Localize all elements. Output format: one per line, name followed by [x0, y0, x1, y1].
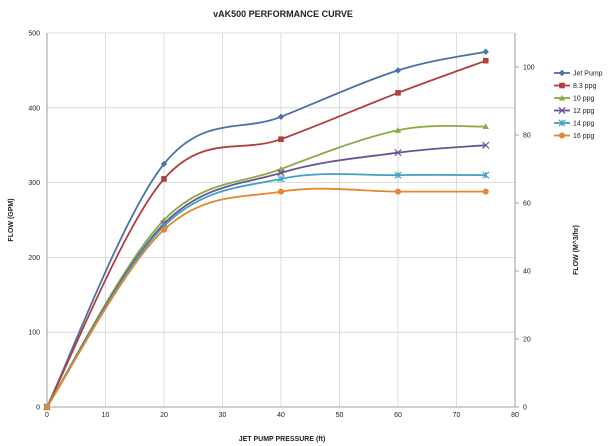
legend-item: 10 ppg	[554, 94, 595, 103]
legend-label: 14 ppg	[573, 121, 595, 128]
series-1	[44, 57, 489, 410]
data-point	[277, 113, 285, 120]
y-axis-label: FLOW (GPM)	[8, 198, 15, 241]
legend: Jet Pump 8.3 ppg 10 ppg 12 ppg 14 ppg 16 ppg	[554, 69, 603, 140]
series-line	[46, 50, 486, 408]
data-point	[482, 171, 490, 179]
legend-item: 12 ppg	[554, 106, 595, 115]
series-2	[43, 123, 489, 410]
series-line	[46, 124, 486, 408]
data-point	[161, 176, 167, 182]
data-point	[161, 226, 167, 233]
data-point	[482, 48, 489, 55]
x-tick-label: 80	[511, 412, 519, 419]
data-point	[558, 69, 566, 77]
data-point	[278, 136, 284, 143]
series-group	[43, 48, 490, 411]
data-point	[558, 119, 566, 127]
grid-lines	[46, 32, 516, 408]
data-point	[395, 90, 401, 96]
data-point	[394, 149, 402, 157]
data-point	[278, 188, 284, 195]
legend-label: Jet Pump	[573, 71, 603, 78]
legend-label: 12 ppg	[573, 108, 595, 115]
series-line	[46, 187, 486, 408]
series-0	[43, 48, 489, 411]
tick-labels: 0 10 20 30 40 50 60 70 80 0 100 200 300 400 500 0 20 40 60…	[28, 31, 534, 420]
data-point	[44, 404, 50, 410]
x-axis-label: JET PUMP PRESSURE (ft)	[239, 436, 326, 443]
series-line	[46, 144, 486, 408]
data-point	[482, 57, 489, 64]
legend-item: 14 ppg	[554, 119, 595, 128]
data-point	[394, 171, 402, 179]
y-tick-label: 0	[36, 405, 40, 412]
axes	[46, 33, 519, 408]
data-point	[559, 132, 565, 139]
y2-tick-label: 0	[523, 405, 527, 412]
data-point	[277, 169, 285, 177]
series-5	[44, 187, 489, 410]
y2-tick-label: 40	[523, 269, 531, 276]
x-tick-label: 20	[160, 412, 168, 419]
series-line	[46, 59, 487, 408]
legend-label: 8.3 ppg	[573, 83, 596, 90]
data-point	[482, 123, 489, 130]
data-point	[559, 82, 565, 89]
x-tick-label: 70	[453, 412, 461, 419]
x-tick-label: 30	[219, 412, 227, 419]
y2-tick-label: 20	[523, 337, 531, 344]
y-tick-label: 400	[28, 105, 40, 112]
x-tick-label: 50	[336, 412, 344, 419]
y-tick-label: 500	[28, 31, 40, 38]
y2-tick-label: 100	[523, 65, 535, 72]
y2-tick-label: 80	[523, 133, 531, 140]
y-tick-label: 300	[28, 180, 40, 187]
y2-tick-label: 60	[523, 201, 531, 208]
data-point	[277, 175, 285, 183]
data-point	[482, 188, 489, 195]
data-point	[558, 106, 566, 115]
legend-label: 10 ppg	[573, 96, 595, 103]
data-point	[394, 127, 402, 133]
y-tick-label: 200	[28, 255, 40, 262]
data-point	[277, 165, 285, 172]
data-point	[394, 67, 402, 74]
data-point	[160, 160, 168, 168]
x-tick-label: 10	[102, 412, 110, 419]
legend-item: Jet Pump	[554, 69, 603, 78]
data-point	[558, 94, 566, 101]
series-4	[43, 171, 490, 411]
x-tick-label: 40	[277, 412, 285, 419]
chart-title: vAK500 PERFORMANCE CURVE	[213, 9, 353, 19]
legend-label: 16 ppg	[573, 133, 595, 140]
x-tick-label: 0	[45, 412, 49, 419]
y-tick-label: 100	[28, 330, 40, 337]
legend-item: 16 ppg	[554, 132, 595, 140]
data-point	[395, 188, 401, 195]
data-point	[482, 141, 490, 149]
x-tick-label: 60	[394, 412, 402, 419]
y2-axis-label: FLOW (M^3/hr)	[572, 225, 580, 275]
legend-item: 8.3 ppg	[554, 82, 596, 90]
